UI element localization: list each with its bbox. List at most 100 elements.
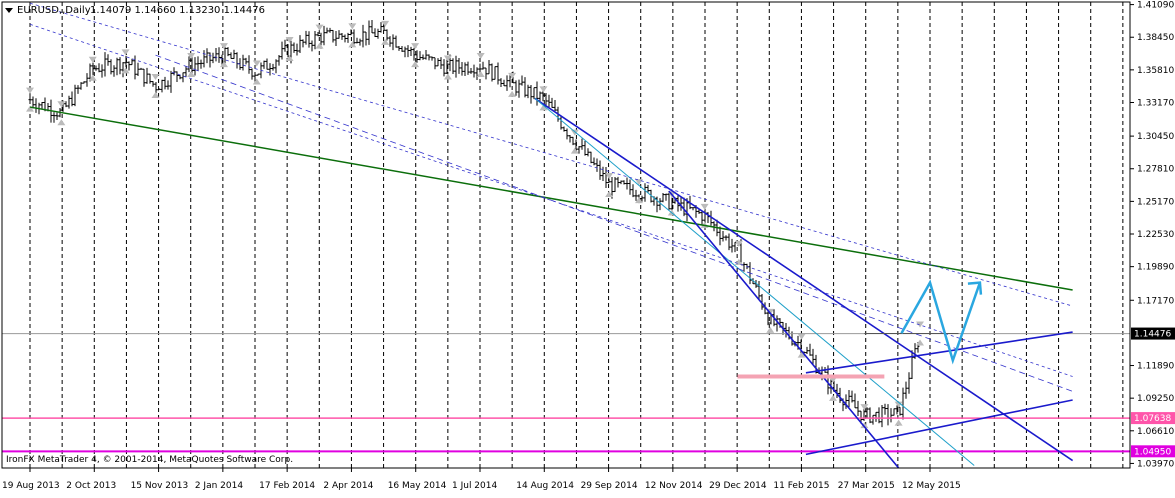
fractal-up-icon <box>252 60 261 67</box>
blue-up-channel-bottom <box>805 399 1073 456</box>
fractal-down-icon <box>916 339 925 346</box>
fractal-up-icon <box>508 72 517 79</box>
x-tick-label: 12 May 2015 <box>902 481 961 491</box>
x-tick-label: 16 May 2014 <box>388 481 447 491</box>
fractal-up-icon <box>121 49 130 56</box>
x-tick-label: 2 Jan 2014 <box>195 481 243 491</box>
fractal-down-icon <box>381 38 390 45</box>
fractal-up-icon <box>187 53 196 60</box>
fractal-up-icon <box>476 53 485 60</box>
price-label-bg-pink <box>1131 412 1175 425</box>
projection-path <box>900 279 982 365</box>
blue-steep-trend-line <box>668 190 900 469</box>
y-tick-label: 1.27810 <box>1137 165 1174 175</box>
fractal-up-icon <box>605 172 614 179</box>
y-tick-label: 1.33170 <box>1137 98 1174 108</box>
fractal-down-icon <box>26 105 34 112</box>
fractal-down-icon <box>539 104 548 111</box>
fractal-down-icon <box>219 61 228 68</box>
fractal-up-icon <box>539 86 548 93</box>
fractal-down-icon <box>411 61 420 68</box>
fractal-down-icon <box>252 78 261 85</box>
plot-frame <box>1 1 1131 469</box>
menu-arrow-icon[interactable] <box>5 8 13 13</box>
x-tick-label: 11 Feb 2015 <box>773 481 829 491</box>
x-tick-label: 17 Feb 2014 <box>259 481 315 491</box>
fractal-down-icon <box>443 73 452 80</box>
y-tick-label: 1.19890 <box>1137 263 1174 273</box>
fractal-up-icon <box>219 43 228 50</box>
grid <box>29 2 1124 468</box>
y-tick-label: 1.06610 <box>1137 427 1174 437</box>
y-tick-label: 1.38450 <box>1137 33 1174 43</box>
y-tick-label: 1.41090 <box>1137 1 1174 11</box>
fractal-down-icon <box>151 92 160 99</box>
y-tick-label: 1.03970 <box>1137 459 1174 469</box>
y-tick-label: 1.09250 <box>1137 394 1174 404</box>
fractal-down-icon <box>508 90 517 97</box>
fractal-up-icon <box>894 401 903 408</box>
fractal-down-icon <box>121 67 130 74</box>
x-tick-label: 29 Dec 2014 <box>709 481 767 491</box>
fractal-up-icon <box>151 74 160 81</box>
ohlc-label: 1.14079 1.14660 1.13230 1.14476 <box>90 5 265 16</box>
fractal-up-icon <box>26 87 34 94</box>
time-axis: 19 Aug 2013 2 Oct 2013 15 Nov 2013 2 Jan 20… <box>2 468 961 491</box>
x-tick-label: 12 Nov 2014 <box>645 481 703 491</box>
fractal-up-icon <box>88 56 97 63</box>
fractal-down-icon <box>635 197 644 204</box>
fractal-down-icon <box>797 351 806 358</box>
fractal-up-icon <box>285 36 294 43</box>
symbol-label: EURUSD,,Daily <box>17 5 91 16</box>
fractal-up-icon <box>734 240 743 247</box>
green-trend-line <box>29 106 1073 291</box>
y-tick-label: 1.35810 <box>1137 66 1174 76</box>
copyright-text: IronFX MetaTrader 4, © 2001-2014, MetaQu… <box>6 455 293 465</box>
x-tick-label: 2 Apr 2014 <box>323 481 373 491</box>
fractal-down-icon <box>187 71 196 78</box>
channel-dotted-top <box>29 2 1073 307</box>
candles <box>26 20 925 429</box>
price-label-current: 1.14476 <box>1134 330 1171 340</box>
fractal-down-icon <box>605 190 614 197</box>
fractal-up-icon <box>381 20 390 27</box>
fractal-up-icon <box>443 55 452 62</box>
fractal-up-icon <box>411 43 420 50</box>
price-axis: 1.41090 1.38450 1.35810 1.33170 1.30450 1.278… <box>1130 1 1175 469</box>
price-label-bg-current <box>1131 327 1175 340</box>
trend-lines <box>2 2 1130 469</box>
x-tick-label: 29 Sep 2014 <box>581 481 638 491</box>
price-label-bg-magenta <box>1131 445 1175 458</box>
y-tick-label: 1.25170 <box>1137 197 1174 207</box>
blue-up-channel-top <box>805 331 1073 374</box>
fractal-down-icon <box>88 74 97 81</box>
x-tick-label: 2 Oct 2013 <box>66 481 116 491</box>
fractal-down-icon <box>829 394 838 401</box>
x-tick-label: 1 Jul 2014 <box>452 481 497 491</box>
fractal-up-icon <box>860 404 869 411</box>
projection-arrow-icon <box>967 281 983 295</box>
fractal-down-icon <box>348 41 357 48</box>
blue-down-trend-line <box>534 97 1074 462</box>
fractal-down-icon <box>476 71 485 78</box>
fractal-down-icon <box>285 54 294 61</box>
fractal-down-icon <box>766 326 775 333</box>
x-tick-label: 27 Mar 2015 <box>838 481 895 491</box>
fractal-down-icon <box>860 422 869 429</box>
fractal-down-icon <box>57 119 66 126</box>
fractal-down-icon <box>894 419 903 426</box>
price-label-pink: 1.07638 <box>1134 414 1171 424</box>
fractal-up-icon <box>315 24 324 31</box>
fractal-down-icon <box>570 147 579 154</box>
cyan-down-trend-line <box>534 98 975 466</box>
fractal-up-icon <box>916 321 925 328</box>
fractal-up-icon <box>348 23 357 30</box>
x-tick-label: 15 Nov 2013 <box>131 481 189 491</box>
fractal-up-icon <box>570 129 579 136</box>
y-tick-label: 1.17170 <box>1137 296 1174 306</box>
price-label-magenta: 1.04950 <box>1134 447 1171 457</box>
y-tick-label: 1.30450 <box>1137 132 1174 142</box>
